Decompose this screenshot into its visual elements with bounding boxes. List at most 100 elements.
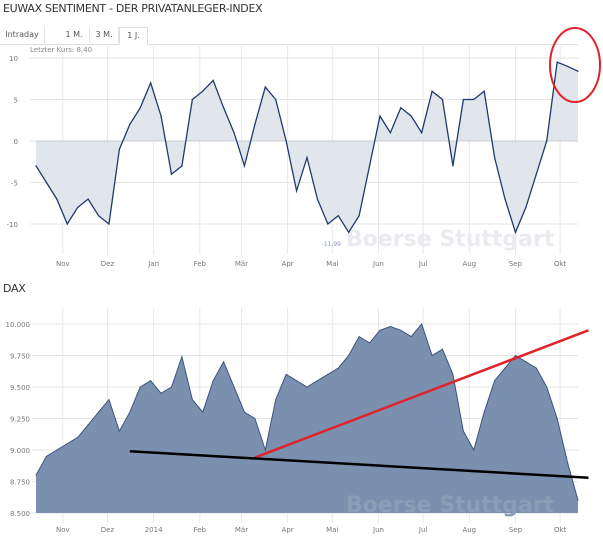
sentiment-point [150,82,152,84]
tab-intraday[interactable]: Intraday [0,27,45,43]
dax-y-tick: 9.500 [10,384,30,392]
dax-point [254,418,256,419]
sentiment-point [170,173,173,175]
sentiment-x-tick: Dez [101,260,115,268]
dax-y-tick: 9.000 [10,447,30,455]
sentiment-point [108,223,110,225]
range-tabs: Intraday 1 M. 3 M. 1 J. [0,27,578,45]
sentiment-point [514,231,517,233]
sentiment-point [45,181,48,184]
tab-1y[interactable]: 1 J. [119,27,148,45]
dax-title: DAX [3,282,26,295]
dax-x-tick: Okt [554,526,567,534]
sentiment-point [285,140,287,142]
sentiment-point [368,165,371,167]
dax-point [118,430,120,432]
dax-point [160,392,162,394]
sentiment-point [389,132,391,134]
dax-point [483,411,485,413]
dax-x-tick: Nov [56,526,70,534]
dax-point [442,348,443,350]
dax-point [243,411,245,413]
sentiment-point [275,98,277,101]
sentiment-point [337,215,339,217]
dax-point [264,449,266,451]
sentiment-point [421,132,423,134]
dax-point [348,355,350,356]
dax-x-tick: Apr [282,526,294,534]
dax-x-tick: Aug [462,526,476,534]
sentiment-point [410,115,412,117]
sentiment-x-tick: Jan [147,260,159,268]
dax-point [337,367,339,369]
dax-point [421,323,423,325]
sentiment-point [577,70,579,72]
dax-x-tick: Feb [194,526,207,534]
sentiment-point [35,165,37,167]
tab-1m[interactable]: 1 M. [59,27,90,43]
sentiment-point [202,90,204,92]
dax-x-tick: Jul [418,526,428,534]
sentiment-point [56,198,58,200]
dax-point [139,386,141,388]
dax-point [473,449,475,451]
last-price-label: Letzter Kurs: 8,40 [30,46,92,54]
dax-point [514,355,516,356]
sentiment-watermark: Boerse Stuttgart [346,227,555,252]
sentiment-x-tick: Jul [418,260,428,268]
min-value-label: -11,99 [322,241,342,248]
sentiment-point [504,198,506,200]
sentiment-x-tick: Sep [509,260,523,268]
sentiment-point [452,165,454,167]
dax-point [108,399,110,401]
dax-point [77,436,79,438]
dax-point [462,430,464,432]
tab-3m[interactable]: 3 M. [90,27,119,43]
dax-point [181,356,183,358]
dax-point [306,386,308,388]
dax-area [36,324,578,513]
dax-point [98,411,100,413]
dax-point [369,342,371,344]
sentiment-point [566,65,569,67]
dax-point [410,336,412,338]
dax-x-tick: Mai [326,526,338,534]
dax-point [316,380,318,382]
dax-point [358,336,360,338]
sentiment-point [160,115,162,117]
dax-x-tick: Sep [509,526,523,534]
sentiment-x-tick: Mär [235,260,248,268]
sentiment-point [379,115,381,117]
dax-point [379,329,381,331]
dax-point [285,373,287,375]
sentiment-point [556,61,558,63]
sentiment-y-tick: -5 [11,180,18,188]
sentiment-point [483,90,485,92]
dax-y-tick: 8.500 [10,510,30,518]
dax-y-tick: 9.250 [10,416,30,424]
dax-point [45,455,47,457]
sentiment-point [535,173,537,175]
sentiment-area [36,62,578,233]
sentiment-point [431,90,433,92]
sentiment-x-tick: Jun [372,260,384,268]
sentiment-x-tick: Feb [194,260,207,268]
sentiment-point [546,140,548,142]
sentiment-point [212,79,214,82]
sentiment-point [77,206,79,208]
dax-point [567,462,569,464]
dax-point [129,411,131,413]
dax-point [504,367,506,369]
sentiment-x-tick: Nov [56,260,70,268]
sentiment-point [223,107,225,109]
sentiment-point [400,107,402,109]
dax-point [431,355,433,356]
sentiment-point [348,231,350,233]
dax-point [546,386,548,388]
sentiment-point [181,165,183,167]
black-trendline [129,450,589,479]
dax-y-tick: 10.000 [6,321,31,329]
sentiment-point [306,157,308,159]
sentiment-point [118,148,120,150]
